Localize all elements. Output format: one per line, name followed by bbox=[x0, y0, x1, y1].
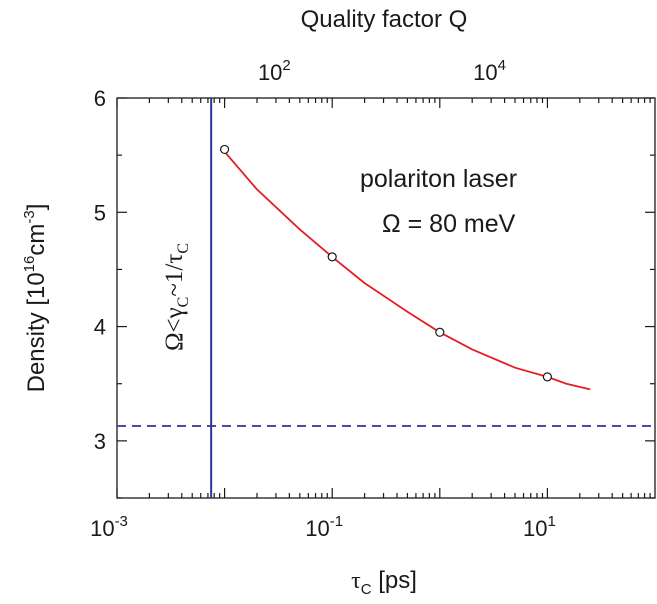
data-point bbox=[542, 372, 553, 382]
data-point bbox=[220, 144, 230, 155]
top-axis-ticks bbox=[116, 98, 651, 108]
x-tick-label: 10-1 bbox=[305, 513, 343, 541]
data-markers bbox=[220, 144, 553, 382]
y-tick-label: 6 bbox=[94, 86, 106, 111]
data-point bbox=[435, 327, 445, 337]
top-tick-label: 102 bbox=[258, 57, 291, 85]
data-point bbox=[327, 252, 337, 262]
x-axis-ticks bbox=[116, 488, 651, 498]
y-tick-label: 3 bbox=[94, 429, 106, 454]
polariton-laser-annotation: polariton laser bbox=[360, 165, 517, 193]
y-axis-tick-labels: 3 4 5 6 bbox=[94, 86, 106, 454]
x-axis-title: τC [ps] bbox=[351, 567, 417, 598]
x-tick-label: 101 bbox=[523, 513, 556, 541]
plot-frame bbox=[116, 97, 656, 499]
vertical-line-annotation: Ω<γC~1/τC bbox=[161, 243, 192, 351]
top-tick-label: 104 bbox=[473, 57, 506, 85]
top-axis-tick-labels: 102 104 bbox=[258, 57, 506, 85]
omega-annotation: Ω = 80 meV bbox=[382, 210, 516, 238]
y-tick-label: 5 bbox=[94, 200, 106, 225]
y-tick-label: 4 bbox=[94, 315, 106, 340]
x-tick-label: 10-3 bbox=[90, 513, 128, 541]
y-axis-title: Density [1016cm-3] bbox=[21, 204, 50, 393]
y-axis-ticks bbox=[117, 97, 655, 499]
x-axis-tick-labels: 10-3 10-1 101 bbox=[90, 513, 556, 541]
top-axis-title: Quality factor Q bbox=[301, 6, 468, 33]
